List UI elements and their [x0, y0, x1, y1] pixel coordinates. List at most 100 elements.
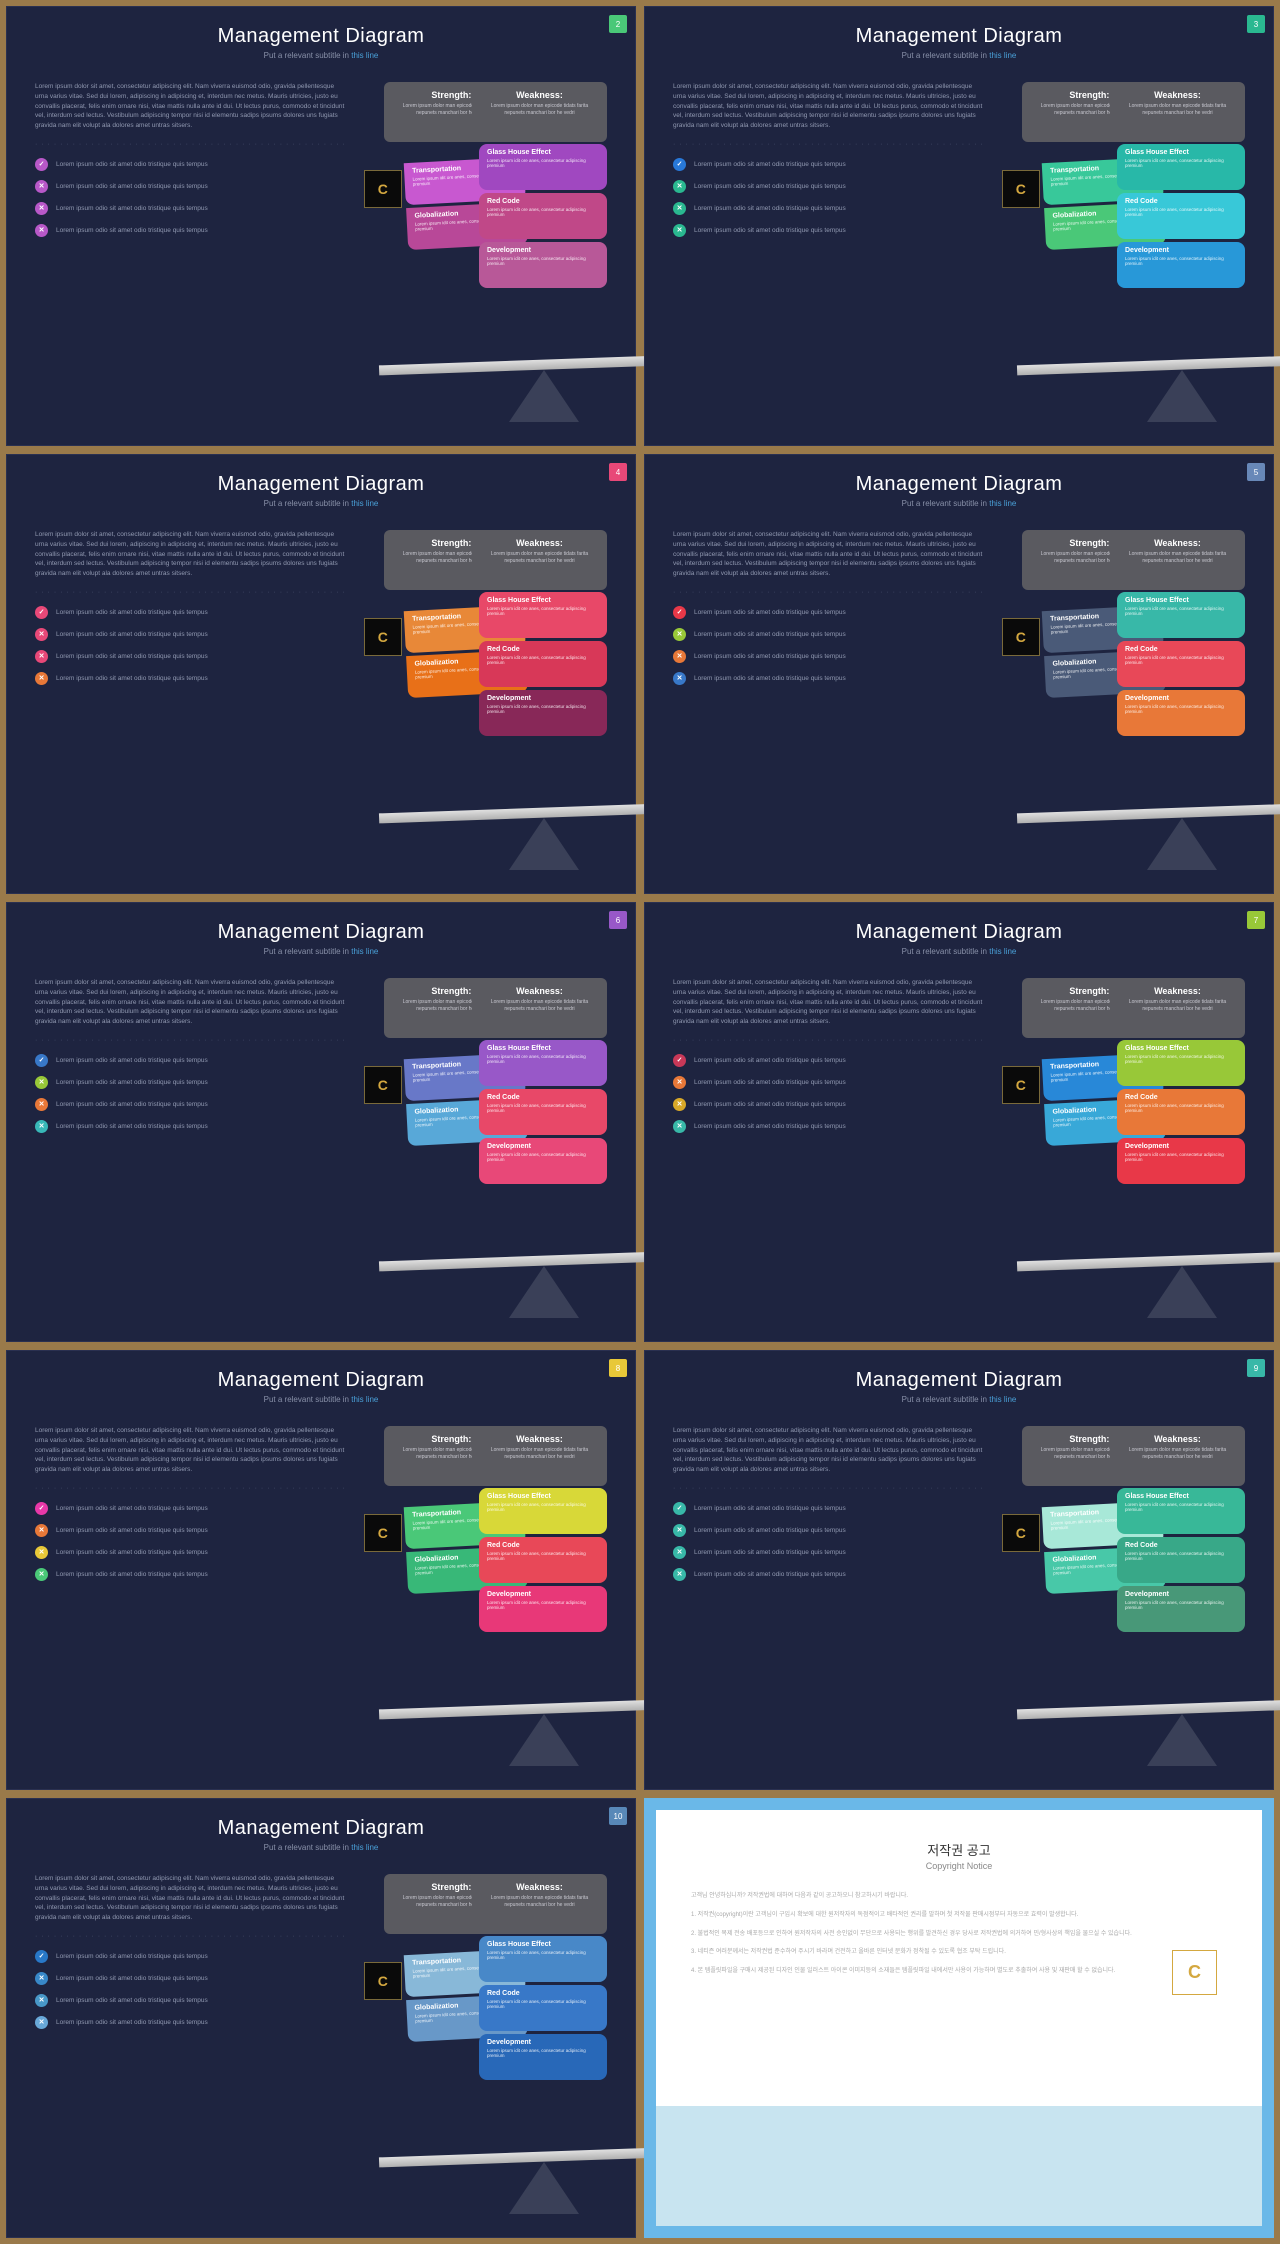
bullet-text: Lorem ipsum odio sit amet odio tristique… — [694, 183, 846, 190]
page-number: 6 — [609, 911, 627, 929]
copyright-line: 4. 본 템플릿파일을 구매시 제공된 디자인 인물 일러스트 아이콘 이미지등… — [691, 1966, 1227, 1977]
bullet-text: Lorem ipsum odio sit amet odio tristique… — [56, 1101, 208, 1108]
slide: 8Management DiagramPut a relevant subtit… — [6, 1350, 636, 1790]
right-card: Glass House EffectLorem ipsum idit ore a… — [479, 144, 607, 190]
right-card: Red CodeLorem ipsum idit ore anes, conse… — [479, 1985, 607, 2031]
page-number: 7 — [1247, 911, 1265, 929]
logo-icon: C — [364, 1066, 402, 1104]
card-text: Lorem ipsum idit ore anes, consectetur a… — [487, 158, 599, 169]
bullet-item: ✕Lorem ipsum odio sit amet odio tristiqu… — [35, 1076, 346, 1089]
divider: · · · · · · · · · · · · · · · · · · · · … — [673, 1485, 984, 1492]
card-text: Lorem ipsum idit ore anes, consectetur a… — [487, 256, 599, 267]
bullet-text: Lorem ipsum odio sit amet odio tristique… — [56, 1505, 208, 1512]
bullet-text: Lorem ipsum odio sit amet odio tristique… — [56, 1975, 208, 1982]
slide: 10Management DiagramPut a relevant subti… — [6, 1798, 636, 2238]
bullet-item: ✕Lorem ipsum odio sit amet odio tristiqu… — [35, 1098, 346, 1111]
copyright-band — [656, 2106, 1262, 2226]
card-text: Lorem ipsum idit ore anes, consectetur a… — [1125, 207, 1237, 218]
bullet-text: Lorem ipsum odio sit amet odio tristique… — [694, 675, 846, 682]
paragraph: Lorem ipsum dolor sit amet, consectetur … — [35, 1874, 346, 1923]
divider: · · · · · · · · · · · · · · · · · · · · … — [35, 1037, 346, 1044]
bullet-item: ✕ Lorem ipsum odio sit amet odio tristiqu… — [673, 202, 984, 215]
card-text: Lorem ipsum idit ore anes, consectetur a… — [1125, 1103, 1237, 1114]
card-text: Lorem ipsum idit ore anes, consectetur a… — [487, 1950, 599, 1961]
card-title: Glass House Effect — [487, 1493, 599, 1500]
paragraph: Lorem ipsum dolor sit amet, consectetur … — [673, 1426, 984, 1475]
card-text: Lorem ipsum idit ore anes, consectetur a… — [487, 207, 599, 218]
weakness-title: Weakness: — [1118, 986, 1237, 996]
right-stack: Glass House EffectLorem ipsum idit ore a… — [1117, 144, 1245, 291]
bullet-item: ✓Lorem ipsum odio sit amet odio tristiqu… — [35, 158, 346, 171]
card-text: Lorem ipsum idit ore anes, consectetur a… — [487, 2048, 599, 2059]
bullet-item: ✕Lorem ipsum odio sit amet odio tristiqu… — [673, 628, 984, 641]
bullet-text: Lorem ipsum odio sit amet odio tristique… — [56, 1571, 208, 1578]
copyright-line: 2. 불법적인 복제 전송 배포등으로 인하여 원저작자의 사전 승인없이 무단… — [691, 1929, 1227, 1940]
bullet-icon: ✕ — [35, 2016, 48, 2029]
bullet-text: Lorem ipsum odio sit amet odio tristique… — [694, 161, 846, 168]
card-title: Glass House Effect — [487, 597, 599, 604]
bullet-item: ✕Lorem ipsum odio sit amet odio tristiqu… — [673, 650, 984, 663]
bullet-item: ✕Lorem ipsum odio sit amet odio tristiqu… — [673, 224, 984, 237]
weakness-title: Weakness: — [1118, 90, 1237, 100]
slide-title: Management Diagram — [673, 1369, 1245, 1392]
right-card: Red CodeLorem ipsum idit ore anes, conse… — [1117, 193, 1245, 239]
bullet-item: ✕Lorem ipsum odio sit amet odio tristiqu… — [673, 1568, 984, 1581]
card-title: Development — [487, 695, 599, 702]
bullet-icon: ✓ — [673, 1054, 686, 1067]
bullet-text: Lorem ipsum odio sit amet odio tristique… — [694, 1505, 846, 1512]
weakness-box: Weakness:Lorem ipsum dolor man epicode t… — [1110, 82, 1245, 142]
paragraph: Lorem ipsum dolor sit amet, consectetur … — [35, 530, 346, 579]
bullet-icon: ✕ — [673, 1524, 686, 1537]
bullet-text: Lorem ipsum odio sit amet odio tristique… — [694, 1079, 846, 1086]
bullet-item: ✕Lorem ipsum odio sit amet odio tristiqu… — [35, 1972, 346, 1985]
weakness-text: Lorem ipsum dolor man epicode tidats far… — [1118, 999, 1237, 1012]
bullet-icon: ✕ — [673, 202, 686, 215]
slide-subtitle: Put a relevant subtitle in this line — [673, 499, 1245, 508]
logo-icon: C — [364, 618, 402, 656]
bullet-icon: ✕ — [35, 1546, 48, 1559]
bullet-text: Lorem ipsum odio sit amet odio tristique… — [694, 1527, 846, 1534]
right-card: DevelopmentLorem ipsum idit ore anes, co… — [479, 242, 607, 288]
card-text: Lorem ipsum idit ore anes, consectetur a… — [1125, 655, 1237, 666]
weakness-box: Weakness:Lorem ipsum dolor man epicode t… — [1110, 530, 1245, 590]
bullet-icon: ✕ — [35, 1120, 48, 1133]
bullet-text: Lorem ipsum odio sit amet odio tristique… — [694, 609, 846, 616]
weakness-title: Weakness: — [480, 1882, 599, 1892]
bullet-item: ✕ Lorem ipsum odio sit amet odio tristiqu… — [673, 1524, 984, 1537]
card-text: Lorem ipsum idit ore anes, consectetur a… — [487, 1551, 599, 1562]
bullet-icon: ✕ — [35, 180, 48, 193]
card-title: Red Code — [487, 1094, 599, 1101]
right-stack: Glass House EffectLorem ipsum idit ore a… — [479, 1040, 607, 1187]
paragraph: Lorem ipsum dolor sit amet, consectetur … — [673, 978, 984, 1027]
right-stack: Glass House EffectLorem ipsum idit ore a… — [1117, 592, 1245, 739]
bullet-icon: ✕ — [35, 672, 48, 685]
card-text: Lorem ipsum idit ore anes, consectetur a… — [1125, 158, 1237, 169]
bullet-text: Lorem ipsum odio sit amet odio tristique… — [694, 205, 846, 212]
bullet-icon: ✕ — [35, 1568, 48, 1581]
right-card: Glass House EffectLorem ipsum idit ore a… — [1117, 1040, 1245, 1086]
copyright-line: 1. 저작권(copyright)이란 고객님이 구입시 확보에 대한 원저작자… — [691, 1910, 1227, 1921]
fulcrum-icon — [1147, 1266, 1217, 1318]
right-card: DevelopmentLorem ipsum idit ore anes, co… — [479, 1586, 607, 1632]
bullet-item: ✓Lorem ipsum odio sit amet odio tristiqu… — [673, 1054, 984, 1067]
bullet-icon: ✕ — [673, 672, 686, 685]
bullet-text: Lorem ipsum odio sit amet odio tristique… — [56, 1123, 208, 1130]
right-card: Red CodeLorem ipsum idit ore anes, conse… — [479, 1537, 607, 1583]
bullet-text: Lorem ipsum odio sit amet odio tristique… — [56, 609, 208, 616]
bullet-text: Lorem ipsum odio sit amet odio tristique… — [56, 1057, 208, 1064]
weakness-box: Weakness:Lorem ipsum dolor man epicode t… — [472, 530, 607, 590]
bullet-icon: ✓ — [35, 1502, 48, 1515]
card-text: Lorem ipsum idit ore anes, consectetur a… — [1125, 606, 1237, 617]
card-title: Development — [487, 2039, 599, 2046]
right-card: DevelopmentLorem ipsum idit ore anes, co… — [1117, 1138, 1245, 1184]
bullet-text: Lorem ipsum odio sit amet odio tristique… — [694, 653, 846, 660]
slide-title: Management Diagram — [673, 921, 1245, 944]
slide-title: Management Diagram — [35, 473, 607, 496]
bullet-text: Lorem ipsum odio sit amet odio tristique… — [694, 631, 846, 638]
right-stack: Glass House EffectLorem ipsum idit ore a… — [1117, 1040, 1245, 1187]
copyright-line: 3. 네티즌 여러분께서는 저작권법 준수하여 주시기 바라며 건전하고 올바른… — [691, 1947, 1227, 1958]
card-title: Development — [1125, 1143, 1237, 1150]
bullet-item: ✕Lorem ipsum odio sit amet odio tristiqu… — [673, 1076, 984, 1089]
bullet-icon: ✓ — [35, 1950, 48, 1963]
bullet-icon: ✕ — [673, 180, 686, 193]
